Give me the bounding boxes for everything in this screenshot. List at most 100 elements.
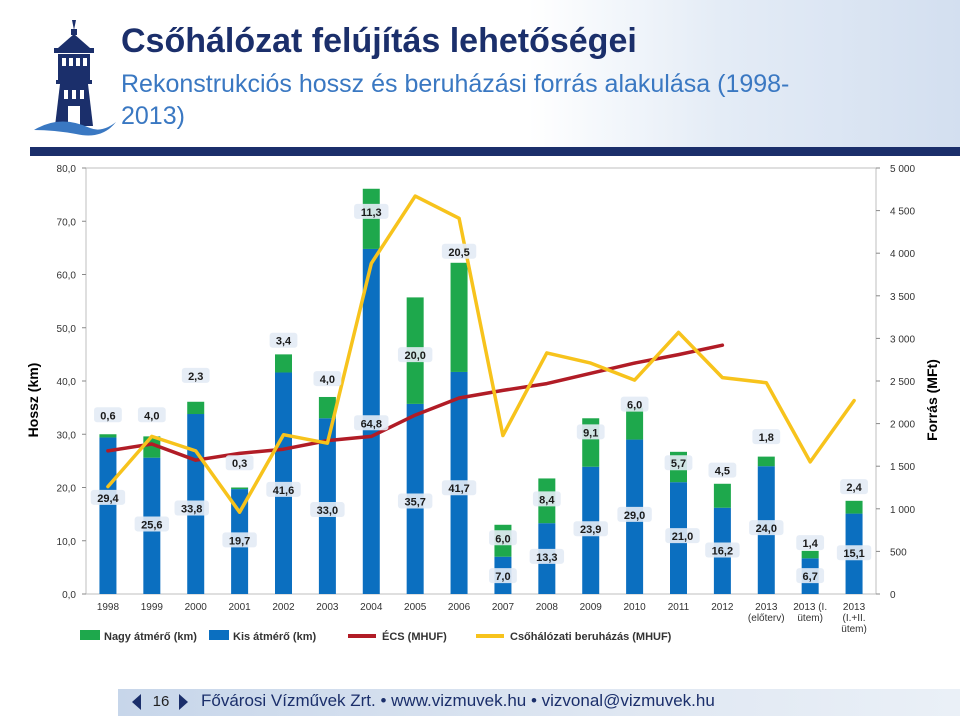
data-label-nagy-box [840,479,868,495]
x-tick-label: 2008 [536,602,559,613]
x-tick-label: 2001 [228,602,251,613]
bar-nagy-atmero [99,434,117,438]
data-label-nagy-box [708,462,737,478]
bar-nagy-atmero [187,401,205,415]
bar-nagy-atmero [845,500,863,514]
y2-tick-label: 2 000 [890,420,915,431]
data-label-nagy: 1,8 [759,432,774,444]
x-tick-label: 2011 [668,602,690,613]
bar-nagy-atmero [450,262,468,372]
reconstruction-chart: 0,0 10,0 20,0 30,0 40,0 50,0 60,0 70,0 80,0 0 500… [25,164,940,643]
data-label-kis-box [665,528,700,544]
data-label-nagy: 5,7 [671,458,686,470]
data-label-nagy-box [796,535,825,551]
header-background [0,0,960,150]
x-tick-label: 1998 [97,602,120,613]
y2-tick-label: 3 500 [890,292,915,303]
x-tick-label: ütem) [841,624,867,635]
y2-tick-label: 0 [890,590,896,601]
y-tick-label: 50,0 [57,324,77,335]
x-tick-label: (I.+II. [843,613,866,624]
x-tick-label: 2002 [272,602,295,613]
legend-swatch [209,630,229,640]
y2-tick-label: 3 000 [890,334,915,345]
y-axis-label: Hossz (km) [25,363,41,438]
data-label-kis-box [573,521,608,537]
data-label-nagy: 0,6 [100,410,115,422]
legend-swatch [80,630,100,640]
next-page-icon[interactable] [179,694,188,710]
data-label-kis-box [441,480,477,496]
data-label-nagy-box [532,491,561,507]
data-label-nagy-box [269,332,298,348]
line-ecs [106,343,725,462]
y-tick-label: 30,0 [57,430,77,441]
footer-contact: Fővárosi Vízművek Zrt. • www.vizmuvek.hu… [201,691,715,710]
x-tick-label: 2013 [755,602,778,613]
data-label-nagy-box [137,407,166,423]
x-tick-label: 1999 [141,602,164,613]
previous-page-icon[interactable] [132,694,141,710]
bar-kis-atmero [99,437,117,594]
data-label-kis-box [90,489,126,505]
legend-label: ÉCS (MHUF) [382,630,447,643]
x-tick-label: 2003 [316,602,339,613]
x-tick-label: 2010 [623,602,646,613]
x-tick-label: 2006 [448,602,471,613]
data-label-nagy-box [313,371,342,387]
data-label-nagy: 2,4 [846,482,862,494]
data-label-kis-box [354,415,389,431]
x-tick-label: 2000 [185,602,208,613]
data-label-kis: 16,2 [712,546,733,558]
data-label-kis-box [836,545,872,561]
y-tick-label: 60,0 [57,271,77,282]
x-tick-label: 2013 [843,602,866,613]
data-label-nagy: 3,4 [276,336,292,348]
data-label-nagy-box [441,243,477,259]
x-tick-label: 2009 [580,602,603,613]
x-tick-label: 2013 (I. [793,602,827,613]
footer-bar [118,689,960,716]
line-csohalozati-beruhazas [106,194,856,514]
data-label-nagy: 20,0 [404,350,425,362]
data-label-kis: 64,8 [361,418,382,430]
data-label-nagy: 2,3 [188,371,203,383]
x-tick-label: 2007 [492,602,515,613]
page-subtitle: Rekonstrukciós hossz és beruházási forrá… [121,70,790,130]
data-label-kis: 23,9 [580,524,601,536]
legend-label: Csőhálózati beruházás (MHUF) [510,631,672,643]
x-tick-label: ütem) [797,613,823,624]
data-label-nagy-box [181,367,210,383]
data-label-nagy: 6,0 [495,533,510,545]
x-tick-label: (előterv) [748,613,785,624]
data-label-kis: 41,6 [273,485,294,497]
legend-label: Kis átmérő (km) [233,631,316,643]
data-label-kis: 25,6 [141,519,162,531]
bar-nagy-atmero [801,550,819,559]
data-label-nagy: 4,0 [144,410,159,422]
data-label-kis-box [397,493,433,509]
data-label-nagy-box [94,407,122,423]
data-label-kis: 33,0 [317,505,338,517]
y-tick-label: 80,0 [57,164,77,175]
x-tick-label: 2012 [711,602,734,613]
data-label-nagy: 20,5 [448,247,469,259]
data-label-kis: 29,4 [97,493,119,505]
data-label-kis: 29,0 [624,510,645,522]
data-label-kis: 21,0 [672,531,693,543]
data-label-kis-box [174,500,209,516]
data-label-nagy-box [225,455,254,471]
data-label-kis-box [222,532,257,548]
data-label-nagy: 1,4 [803,538,819,550]
data-label-kis-box [705,542,740,558]
data-label-kis-box [310,502,345,518]
y2-tick-label: 1 500 [890,462,915,473]
data-label-nagy: 4,0 [320,374,335,386]
data-label-nagy: 9,1 [583,427,598,439]
bar-nagy-atmero [275,354,292,373]
data-label-kis: 24,0 [756,523,777,535]
bar-nagy-atmero [713,483,731,508]
legend-label: Nagy átmérő (km) [104,631,197,643]
data-label-kis: 19,7 [229,535,250,547]
data-label-nagy-box [576,424,605,440]
